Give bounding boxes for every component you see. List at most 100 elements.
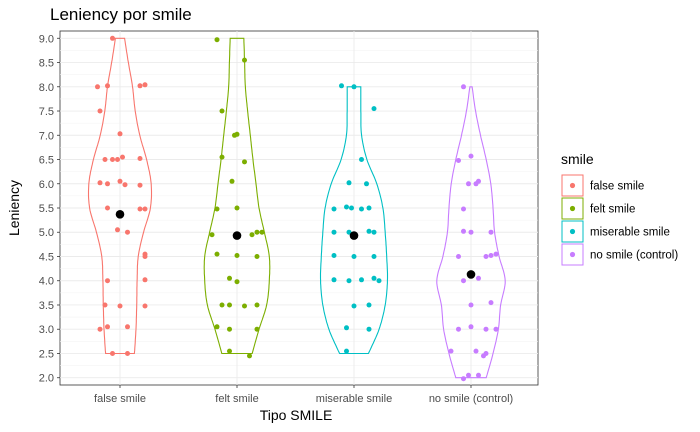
y-tick-label: 7.5 [39,106,54,118]
y-tick-label: 5.5 [39,203,54,215]
data-point [110,35,115,41]
data-point [142,254,148,259]
data-point [346,229,352,235]
y-tick-label: 4.5 [39,251,54,263]
data-point [359,206,364,212]
data-point [227,348,232,354]
data-point [137,156,143,161]
data-point [105,205,110,211]
x-axis-ticks: false smile felt smile miserable smile no s… [94,385,513,405]
data-point [254,302,260,308]
data-point [371,254,377,259]
legend-label: miserable smile [590,227,670,239]
data-point [488,229,494,235]
data-point [344,348,349,354]
y-tick-label: 2.0 [39,373,54,385]
data-point [219,154,225,160]
legend: smile false smile felt smile miserable smi… [561,151,678,266]
data-point [461,228,466,234]
data-point [247,353,252,359]
x-tick-label: felt smile [215,393,258,405]
data-point [351,303,357,309]
data-point [234,253,240,258]
data-point [142,303,148,309]
data-point [137,83,143,89]
data-point [219,108,225,114]
x-tick-label: no smile (control) [429,393,513,405]
data-point [351,84,357,90]
data-point [476,275,481,281]
data-point [488,300,494,306]
data-point [351,254,357,259]
data-point [97,108,103,114]
data-point [468,324,474,330]
data-point [214,324,220,330]
mean-point [115,210,125,219]
data-point [97,326,103,332]
data-points [95,35,499,382]
data-point [242,159,247,165]
data-point [473,348,479,354]
data-point [117,178,123,184]
y-tick-label: 8.5 [39,58,54,70]
data-point [331,206,337,212]
x-tick-label: miserable smile [316,393,392,405]
data-point [105,83,110,89]
data-point [117,131,123,137]
x-tick-label: false smile [94,393,146,405]
y-tick-label: 6.5 [39,155,54,167]
data-point [331,253,337,258]
legend-key-dot [569,182,576,189]
data-point [125,324,130,330]
data-point [110,351,115,356]
data-point [125,229,130,235]
data-point [95,84,100,90]
data-point [456,158,461,163]
violins [87,37,506,379]
data-point [366,326,372,332]
data-point [483,254,489,259]
data-point [249,232,255,238]
data-point [466,181,471,187]
data-point [227,302,232,308]
legend-label: no smile (control) [590,250,678,262]
data-point [227,326,232,332]
data-point [344,325,349,331]
violin-felt-smile [203,37,271,355]
legend-key-dot [569,228,576,235]
data-point [493,326,499,332]
y-tick-label: 7.0 [39,130,54,142]
legend-key-dot [569,251,576,258]
data-point [105,181,110,187]
data-point [359,157,364,162]
data-point [371,106,377,112]
y-tick-label: 5.0 [39,227,54,239]
data-point [376,278,382,284]
y-tick-label: 4.0 [39,276,54,288]
data-point [349,205,354,211]
violin-false-smile [87,37,153,355]
data-point [229,178,235,184]
data-point [468,229,474,235]
data-point [142,277,148,283]
data-point [448,348,454,354]
data-point [115,227,120,233]
data-point [366,228,372,234]
data-point [120,154,125,160]
x-axis-title: Tipo SMILE [260,407,333,423]
data-point [488,253,494,258]
data-point [456,254,461,259]
data-point [234,205,240,211]
data-point [359,277,364,283]
data-point [242,57,247,63]
data-point [115,157,120,162]
data-point [102,302,108,308]
data-point [242,303,247,309]
mean-point [466,270,476,279]
data-point [493,251,499,257]
data-point [366,205,372,211]
data-point [476,178,481,184]
data-point [219,302,225,308]
data-point [371,275,377,281]
